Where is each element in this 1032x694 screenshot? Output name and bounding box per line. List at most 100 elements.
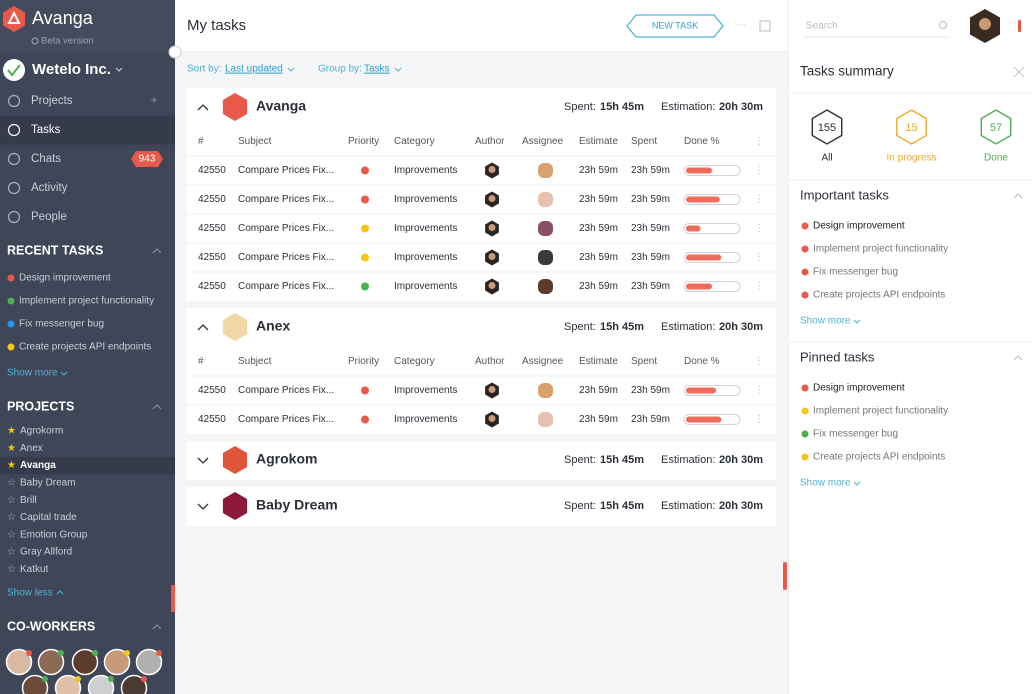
search-input[interactable]: Search xyxy=(806,21,838,32)
count-label[interactable]: In progress xyxy=(886,153,936,164)
count-label[interactable]: All xyxy=(821,153,832,164)
coworker-avatar[interactable] xyxy=(120,674,148,694)
nav-item[interactable]: Tasks xyxy=(31,124,61,136)
nav-item[interactable]: Activity xyxy=(31,182,68,194)
icon-layout[interactable] xyxy=(759,20,771,32)
chevron xyxy=(60,371,68,376)
project-link[interactable]: Katkut xyxy=(20,564,49,575)
task-link[interactable]: Implement project functionality xyxy=(813,244,948,255)
nav-item[interactable]: Chats xyxy=(31,153,61,165)
task-link[interactable]: Design improvement xyxy=(813,221,905,232)
recent-task[interactable]: Implement project functionality xyxy=(19,296,154,307)
star[interactable]: ★ xyxy=(7,443,16,454)
task-subject[interactable]: Compare Prices Fix... xyxy=(238,385,334,396)
row-menu[interactable]: ⋮ xyxy=(754,252,764,263)
project-name[interactable]: Anex xyxy=(256,318,290,334)
task-link[interactable]: Create projects API endpoints xyxy=(813,290,945,301)
task-subject[interactable]: Compare Prices Fix... xyxy=(238,165,334,176)
task-link[interactable]: Design improvement xyxy=(813,383,905,394)
collapse-toggle[interactable] xyxy=(197,104,209,111)
task-dot xyxy=(801,291,809,299)
recent-task[interactable]: Design improvement xyxy=(19,273,111,284)
coworker-avatar[interactable] xyxy=(37,648,65,676)
project-link[interactable]: Capital trade xyxy=(20,512,77,523)
project-link[interactable]: Avanga xyxy=(20,460,56,471)
nav-item[interactable]: People xyxy=(31,211,67,223)
new-task-button[interactable] xyxy=(626,14,724,38)
new-task-label[interactable]: NEW TASK xyxy=(652,20,698,30)
recent-task[interactable]: Fix messenger bug xyxy=(19,319,104,330)
project-link[interactable]: Gray Allford xyxy=(20,547,72,558)
group-value[interactable]: Tasks xyxy=(364,64,390,75)
workspace-name[interactable]: Wetelo Inc. xyxy=(32,61,111,78)
star[interactable]: ☆ xyxy=(7,512,16,523)
close-button[interactable] xyxy=(1013,66,1025,78)
row-menu[interactable]: ⋮ xyxy=(754,223,764,234)
progress-bar xyxy=(686,196,720,203)
nav-icon xyxy=(7,152,21,166)
star[interactable]: ☆ xyxy=(7,495,16,506)
star[interactable]: ☆ xyxy=(7,547,16,558)
coworker-avatar[interactable] xyxy=(5,648,33,676)
row-menu[interactable]: ⋮ xyxy=(754,165,764,176)
star[interactable]: ☆ xyxy=(7,529,16,540)
task-link[interactable]: Fix messenger bug xyxy=(813,429,898,440)
show-more[interactable]: Show more xyxy=(7,368,58,379)
column-header: Author xyxy=(475,136,505,147)
row-menu[interactable]: ⋮ xyxy=(754,385,764,396)
task-subject[interactable]: Compare Prices Fix... xyxy=(238,414,334,425)
collapse-toggle[interactable] xyxy=(197,324,209,331)
project-link[interactable]: Emotion Group xyxy=(20,529,88,540)
project-name[interactable]: Avanga xyxy=(256,98,306,114)
task-link[interactable]: Create projects API endpoints xyxy=(813,452,945,463)
coworker-avatar[interactable] xyxy=(21,674,49,694)
column-menu[interactable]: ⋮ xyxy=(754,136,764,147)
expand-toggle[interactable] xyxy=(197,503,209,510)
task-link[interactable]: Implement project functionality xyxy=(813,406,948,417)
project-link[interactable]: Brill xyxy=(20,495,37,506)
nav-item[interactable]: Projects xyxy=(31,95,73,107)
collapse-chevron[interactable] xyxy=(152,624,162,630)
show-more[interactable]: Show more xyxy=(800,478,851,489)
task-subject[interactable]: Compare Prices Fix... xyxy=(238,223,334,234)
coworker-avatar[interactable] xyxy=(103,648,131,676)
collapse-chevron[interactable] xyxy=(1013,193,1023,199)
icon-more[interactable]: ··· xyxy=(736,20,746,31)
show-less[interactable]: Show less xyxy=(7,588,53,599)
project-link[interactable]: Baby Dream xyxy=(20,478,76,489)
collapse-chevron[interactable] xyxy=(1013,355,1023,361)
star[interactable]: ☆ xyxy=(7,478,16,489)
column-menu[interactable]: ⋮ xyxy=(754,356,764,367)
show-more[interactable]: Show more xyxy=(800,316,851,327)
coworker-avatar[interactable] xyxy=(71,648,99,676)
row-menu[interactable]: ⋮ xyxy=(754,281,764,292)
expand-toggle[interactable] xyxy=(197,457,209,464)
recent-task[interactable]: Create projects API endpoints xyxy=(19,342,151,353)
star[interactable]: ★ xyxy=(7,426,16,437)
task-link[interactable]: Fix messenger bug xyxy=(813,267,898,278)
row-menu[interactable]: ⋮ xyxy=(754,414,764,425)
coworker-avatar[interactable] xyxy=(135,648,163,676)
row-menu[interactable]: ⋮ xyxy=(754,194,764,205)
add-project[interactable]: + xyxy=(150,93,157,107)
coworker-avatar[interactable] xyxy=(87,674,115,694)
task-subject[interactable]: Compare Prices Fix... xyxy=(238,252,334,263)
project-link[interactable]: Agrokorm xyxy=(20,426,63,437)
task-subject[interactable]: Compare Prices Fix... xyxy=(238,194,334,205)
search-icon[interactable] xyxy=(939,21,947,29)
star[interactable]: ☆ xyxy=(7,564,16,575)
task-subject[interactable]: Compare Prices Fix... xyxy=(238,281,334,292)
project-link[interactable]: Anex xyxy=(20,443,43,454)
project-name[interactable]: Agrokom xyxy=(256,451,317,467)
star[interactable]: ★ xyxy=(7,460,16,471)
task-spent: 23h 59m xyxy=(631,223,670,234)
count-label[interactable]: Done xyxy=(984,153,1008,164)
collapse-button[interactable] xyxy=(168,45,182,59)
sort-value[interactable]: Last updated xyxy=(225,64,283,75)
list-title: Pinned tasks xyxy=(800,349,875,364)
collapse-chevron[interactable] xyxy=(152,248,162,254)
collapse-chevron[interactable] xyxy=(152,404,162,410)
project-name[interactable]: Baby Dream xyxy=(256,497,338,513)
task-category: Improvements xyxy=(394,385,457,396)
coworker-avatar[interactable] xyxy=(54,674,82,694)
